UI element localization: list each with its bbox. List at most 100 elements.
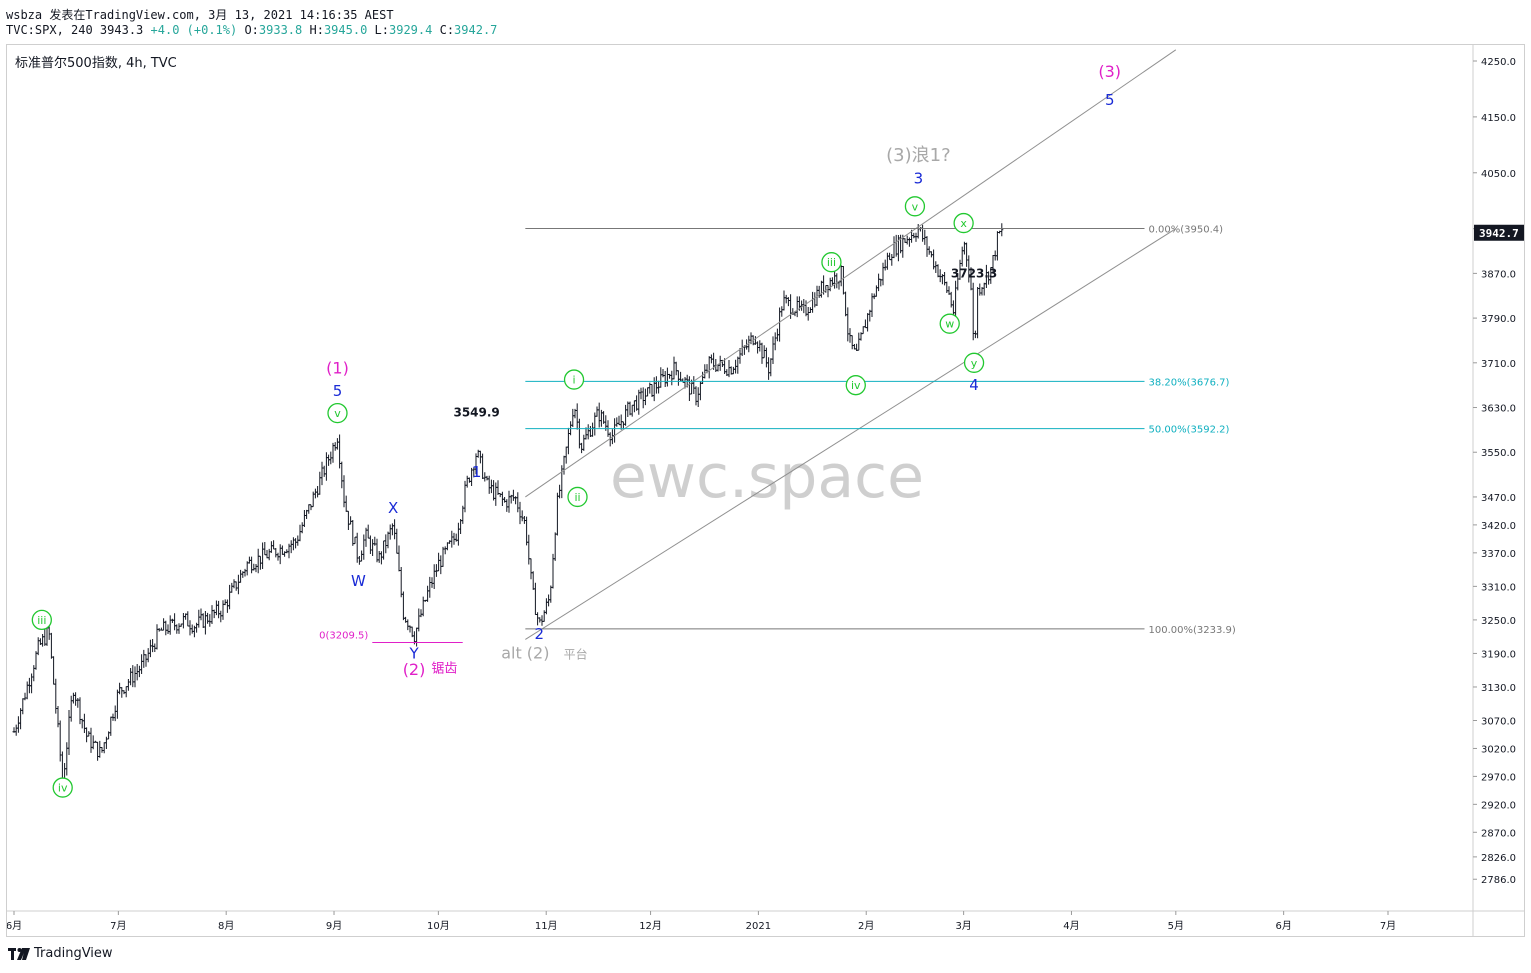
ohlc-bar: [399, 567, 403, 598]
fib-level-label: 38.20%(3676.7): [1149, 377, 1230, 388]
ohlc-bar: [269, 541, 273, 553]
ohlc-bar: [360, 550, 364, 562]
ohlc-bar: [397, 545, 401, 572]
ohlc-bar: [773, 332, 777, 351]
ohlc-bar: [49, 632, 53, 659]
ohlc-bar: [670, 370, 674, 386]
y-tick-label: 3020.0: [1481, 744, 1516, 755]
ohlc-bar: [443, 546, 447, 555]
ohlc-bar: [527, 534, 531, 565]
ohlc-bar: [318, 471, 322, 495]
footer[interactable]: TradingView: [8, 946, 113, 961]
ohlc-bar: [771, 336, 775, 364]
ohlc-bar: [580, 442, 584, 454]
ohlc-bar: [239, 569, 243, 583]
wave-circle-marker: [52, 777, 73, 798]
ohlc-bar: [236, 574, 240, 595]
ohlc-bar: [201, 613, 205, 628]
ohlc-bar: [129, 668, 133, 686]
ohlc-bar: [173, 613, 177, 631]
close-value: 3942.7: [454, 23, 498, 37]
ohlc-bar: [377, 551, 381, 563]
x-tick-label: 12月: [639, 920, 662, 932]
ohlc-bar: [14, 724, 18, 736]
ohlc-bar: [285, 549, 289, 554]
ohlc-bar: [696, 387, 700, 407]
ohlc-bar: [522, 516, 526, 524]
ohlc-bar: [874, 285, 878, 297]
fib-level-label: 0.00%(3950.4): [1149, 224, 1224, 235]
ohlc-bar: [298, 524, 302, 542]
ohlc-bar: [782, 290, 786, 311]
ohlc-bar: [280, 545, 284, 555]
low-value: 3929.4: [389, 23, 433, 37]
ohlc-bar: [164, 620, 168, 636]
ohlc-bar: [118, 682, 122, 695]
ohlc-bar: [628, 401, 632, 416]
ohlc-bar: [151, 639, 155, 653]
ohlc-bar: [995, 231, 999, 261]
ohlc-bar: [441, 546, 445, 567]
ohlc-bar: [230, 582, 234, 593]
ohlc-bar: [496, 480, 500, 495]
ohlc-bar: [564, 446, 568, 464]
chart-svg[interactable]: 标准普尔500指数, 4h, TVC ewc.space 4250.0 4150.0 4…: [7, 45, 1524, 936]
ohlc-bar: [716, 364, 720, 372]
ohlc-bar: [23, 692, 27, 701]
wave-label: (3)浪1?: [886, 145, 951, 166]
ohlc-bar: [419, 609, 423, 618]
wave-circle-marker: [845, 375, 866, 396]
open-label: O:: [244, 23, 259, 37]
ohlc-bar: [177, 623, 181, 634]
ohlc-bar: [417, 608, 421, 632]
low-label: L:: [374, 23, 389, 37]
chart-frame[interactable]: 标准普尔500指数, 4h, TVC ewc.space 4250.0 4150.0 4…: [6, 44, 1525, 937]
ohlc-bar: [214, 600, 218, 616]
ohlc-bar: [60, 751, 64, 782]
ohlc-bar: [687, 376, 691, 401]
ohlc-bar: [272, 540, 276, 550]
ohlc-bar: [672, 356, 676, 380]
ohlc-bar: [833, 271, 837, 289]
wave-label: 锯齿: [431, 661, 457, 676]
high-value: 3945.0: [323, 23, 368, 37]
ohlc-bar: [439, 555, 443, 575]
ohlc-bar: [353, 536, 357, 545]
ohlc-bar: [698, 381, 702, 401]
ohlc-bar: [190, 624, 194, 634]
ohlc-bar: [349, 516, 353, 525]
ohlc-bar: [155, 624, 159, 650]
ohlc-bar: [674, 361, 678, 376]
ohlc-bar: [16, 716, 20, 733]
y-tick-label: 2870.0: [1481, 828, 1516, 839]
ohlc-bar: [525, 516, 529, 546]
ohlc-bar: [186, 611, 190, 627]
ohlc-bar: [19, 708, 23, 730]
y-tick-label: 2826.0: [1481, 853, 1516, 864]
ohlc-bar: [250, 556, 254, 574]
wave-label: i: [573, 374, 576, 387]
ohlc-bar: [635, 395, 639, 411]
ohlc-bar: [406, 619, 410, 631]
y-tick-label: 3470.0: [1481, 493, 1516, 504]
ohlc-bar: [808, 307, 812, 313]
ohlc-bar: [547, 594, 551, 607]
wave-label: iv: [58, 782, 68, 795]
wave-label: 5: [333, 382, 343, 400]
ohlc-bar: [135, 664, 139, 681]
ohlc-bar: [430, 577, 434, 588]
ohlc-bar: [894, 234, 898, 257]
ohlc-bar: [584, 427, 588, 440]
ohlc-bar: [131, 665, 135, 688]
ohlc-bar: [148, 639, 152, 658]
ohlc-bar: [976, 287, 980, 339]
ohlc-bar: [826, 285, 830, 298]
ohlc-bar: [646, 387, 650, 397]
ohlc-bar: [395, 528, 399, 554]
ohlc-bar: [206, 612, 210, 624]
ohlc-bar: [74, 692, 78, 706]
ohlc-bar: [571, 408, 575, 427]
ohlc-bar: [828, 277, 832, 292]
ohlc-bar: [30, 673, 34, 694]
ohlc-bar: [210, 605, 214, 624]
